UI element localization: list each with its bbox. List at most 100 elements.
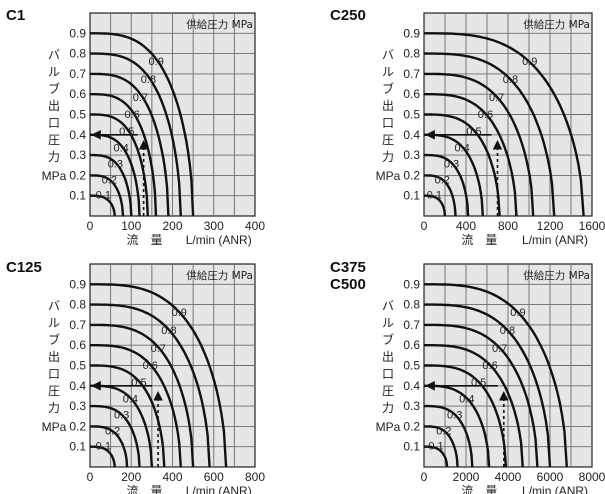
y-tick-label: 0.4 (69, 128, 86, 142)
x-tick-label: 400 (245, 219, 265, 233)
y-axis-label-char: 圧 (48, 384, 60, 398)
series-line-0.3 (424, 404, 474, 468)
y-axis-label-char: ブ (48, 81, 60, 96)
y-axis-label-char: 力 (48, 401, 60, 415)
series-label: 0.7 (489, 92, 504, 104)
series-label: 0.9 (522, 56, 537, 68)
series-line-0.9 (90, 32, 195, 217)
x-axis-label-unit: L/min (ANR) (186, 233, 252, 247)
chart-panel-3: 0.1 0.2 0.3 0.4 0.5 0.6 0.7 0.8 0.9 供給圧力 MPa 0.1 0.… (6, 259, 265, 494)
chart-panel-4: 0.1 0.2 0.3 0.4 0.5 0.6 0.7 0.8 0.9 供給圧力 MPa 0.1 0.… (330, 259, 605, 494)
series-line-0.5 (424, 364, 508, 468)
y-tick-label: 0.8 (69, 298, 86, 312)
series-label: 0.6 (478, 109, 493, 121)
y-tick-label: 0.7 (69, 318, 86, 332)
y-tick-label: 0.4 (403, 379, 420, 393)
x-axis-label-jp: 流 量 (461, 233, 497, 247)
series-label: 0.4 (113, 143, 128, 155)
y-tick-label: 0.9 (403, 277, 420, 291)
x-tick-label: 0 (87, 219, 94, 233)
y-tick-label: 0.5 (69, 108, 86, 122)
y-tick-label: 0.2 (403, 168, 420, 182)
series-label: 0.5 (131, 377, 146, 389)
y-tick-label: 0.7 (403, 67, 420, 81)
y-tick-label: 0.1 (403, 189, 420, 203)
series-line-0.5 (90, 113, 149, 217)
y-axis-label-char: ブ (48, 332, 60, 347)
series-label: 0.6 (125, 109, 140, 121)
x-tick-label: 200 (162, 219, 182, 233)
y-axis-label-char: 力 (48, 150, 60, 164)
y-axis-label-char: 出 (382, 350, 394, 364)
series-label: 0.9 (510, 307, 525, 319)
series-line-0.6 (90, 93, 158, 217)
series-line-0.6 (424, 93, 518, 217)
y-tick-label: 0.5 (69, 359, 86, 373)
y-tick-label: 0.8 (69, 47, 86, 61)
panel-title: C125 (6, 259, 42, 276)
y-axis-label-char: バ (48, 48, 60, 62)
y-axis-label-char: 口 (48, 116, 60, 130)
series-label: 0.9 (149, 56, 164, 68)
y-tick-label: 0.7 (403, 318, 420, 332)
x-tick-label: 800 (245, 470, 265, 484)
x-axis-label-jp: 流 量 (126, 484, 162, 494)
series-label: 0.6 (143, 360, 158, 372)
series-line-0.2 (424, 174, 457, 217)
panel-title: C1 (6, 7, 25, 24)
series-label: 0.3 (108, 159, 123, 171)
y-tick-label: 0.6 (69, 87, 86, 101)
series-label: 0.3 (114, 410, 129, 422)
y-tick-label: 0.6 (403, 338, 420, 352)
legend-label: 供給圧力 MPa (523, 269, 590, 282)
series-label: 0.8 (141, 74, 156, 86)
y-axis-unit: MPa (376, 169, 401, 183)
y-tick-label: 0.2 (403, 419, 420, 433)
series-label: 0.5 (466, 126, 481, 138)
x-tick-label: 0 (421, 470, 428, 484)
x-tick-label: 600 (204, 470, 224, 484)
y-axis-unit: MPa (42, 169, 67, 183)
series-label: 0.8 (500, 325, 515, 337)
x-tick-label: 1600 (579, 219, 605, 233)
y-axis-label-char: ブ (382, 81, 394, 96)
series-label: 0.4 (459, 394, 474, 406)
x-tick-label: 0 (421, 219, 428, 233)
series-line-0.3 (424, 153, 470, 217)
x-axis-label-unit: L/min (ANR) (522, 484, 588, 494)
y-tick-label: 0.9 (403, 26, 420, 40)
series-line-0.9 (424, 283, 568, 468)
series-label: 0.2 (435, 174, 450, 186)
legend-label: 供給圧力 MPa (186, 18, 253, 31)
y-axis-label-char: 出 (48, 99, 60, 113)
y-axis-label-char: ル (48, 316, 60, 330)
series-label: 0.2 (436, 425, 451, 437)
y-tick-label: 0.4 (403, 128, 420, 142)
series-line-0.3 (90, 404, 141, 468)
series-line-0.6 (90, 344, 182, 468)
y-tick-label: 0.9 (69, 26, 86, 40)
y-tick-label: 0.5 (403, 108, 420, 122)
y-tick-label: 0.3 (403, 148, 420, 162)
series-line-0.8 (424, 52, 556, 217)
panel-title: C250 (330, 7, 366, 24)
x-tick-label: 800 (498, 219, 518, 233)
y-tick-label: 0.2 (69, 168, 86, 182)
series-label: 0.5 (471, 377, 486, 389)
y-axis-label-char: 力 (382, 401, 394, 415)
x-axis-label-jp: 流 量 (126, 233, 162, 247)
x-tick-label: 4000 (495, 470, 522, 484)
series-line-0.3 (90, 153, 133, 217)
series-group: 0.1 0.2 0.3 0.4 0.5 0.6 0.7 0.8 0.9 (90, 32, 195, 217)
y-axis-label-char: 力 (382, 150, 394, 164)
y-tick-label: 0.2 (69, 419, 86, 433)
y-axis-label-char: ル (48, 65, 60, 79)
y-tick-label: 0.3 (69, 399, 86, 413)
series-line-0.2 (90, 425, 129, 468)
series-line-0.7 (90, 323, 195, 468)
series-line-0.5 (90, 364, 166, 468)
series-line-0.7 (424, 323, 539, 468)
y-axis-label-char: ル (382, 316, 394, 330)
